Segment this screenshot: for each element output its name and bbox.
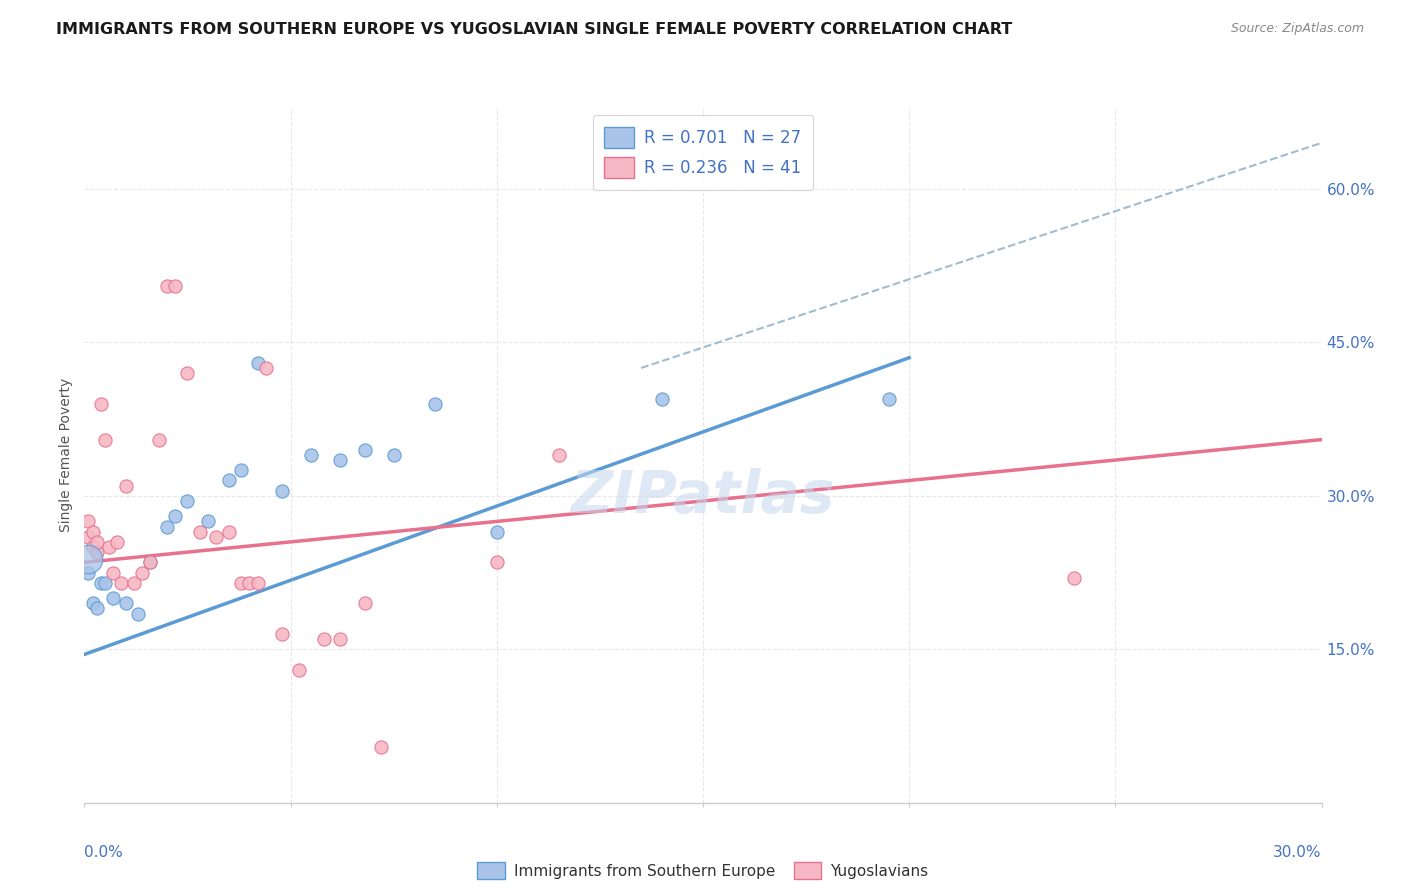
Point (246, 356, 269, 370)
Point (288, 663, 311, 677)
Point (131, 566, 153, 580)
Point (271, 627, 294, 641)
Point (82, 524, 104, 539)
Text: Source: ZipAtlas.com: Source: ZipAtlas.com (1230, 22, 1364, 36)
Y-axis label: Single Female Poverty: Single Female Poverty (59, 378, 73, 532)
Point (148, 433, 170, 447)
Point (103, 566, 125, 580)
Point (485, 555, 508, 569)
Point (127, 607, 149, 621)
Point (312, 632, 335, 646)
Point (423, 397, 446, 411)
Point (94, 433, 117, 447)
Point (90, 397, 112, 411)
Point (254, 361, 277, 376)
Point (110, 575, 132, 590)
Point (299, 448, 322, 462)
Point (122, 575, 145, 590)
Point (176, 494, 198, 508)
Legend: Immigrants from Southern Europe, Yugoslavians: Immigrants from Southern Europe, Yugosla… (471, 855, 935, 886)
Text: ZIPatlas: ZIPatlas (571, 468, 835, 525)
Point (205, 530, 228, 544)
Point (86, 545, 108, 559)
Text: 0.0%: 0.0% (84, 845, 124, 860)
Point (139, 555, 162, 569)
Point (114, 596, 136, 610)
Point (90, 575, 112, 590)
Point (114, 478, 136, 492)
Point (246, 575, 269, 590)
Point (165, 509, 187, 524)
Point (238, 575, 260, 590)
Text: IMMIGRANTS FROM SOUTHERN EUROPE VS YUGOSLAVIAN SINGLE FEMALE POVERTY CORRELATION: IMMIGRANTS FROM SOUTHERN EUROPE VS YUGOS… (56, 22, 1012, 37)
Point (77, 530, 100, 544)
Point (547, 448, 569, 462)
Point (77, 566, 100, 580)
Point (82, 540, 104, 554)
Point (98, 540, 121, 554)
Point (651, 392, 673, 406)
Point (370, 739, 392, 754)
Text: 30.0%: 30.0% (1274, 845, 1322, 860)
Point (156, 279, 179, 293)
Point (271, 483, 294, 498)
Point (218, 524, 240, 539)
Point (77, 552, 100, 566)
Point (485, 524, 508, 539)
Point (329, 453, 352, 467)
Point (105, 535, 128, 549)
Point (353, 442, 375, 457)
Point (1063, 571, 1085, 585)
Point (103, 591, 125, 606)
Point (86, 535, 108, 549)
Point (877, 392, 900, 406)
Point (229, 463, 252, 477)
Point (382, 448, 405, 462)
Point (139, 555, 162, 569)
Point (86, 601, 108, 615)
Point (165, 279, 187, 293)
Point (94, 575, 117, 590)
Point (229, 575, 252, 590)
Point (218, 474, 240, 488)
Point (188, 524, 211, 539)
Point (176, 366, 198, 380)
Point (77, 515, 100, 529)
Point (156, 519, 179, 533)
Point (197, 515, 219, 529)
Point (353, 596, 375, 610)
Point (329, 632, 352, 646)
Point (82, 596, 104, 610)
